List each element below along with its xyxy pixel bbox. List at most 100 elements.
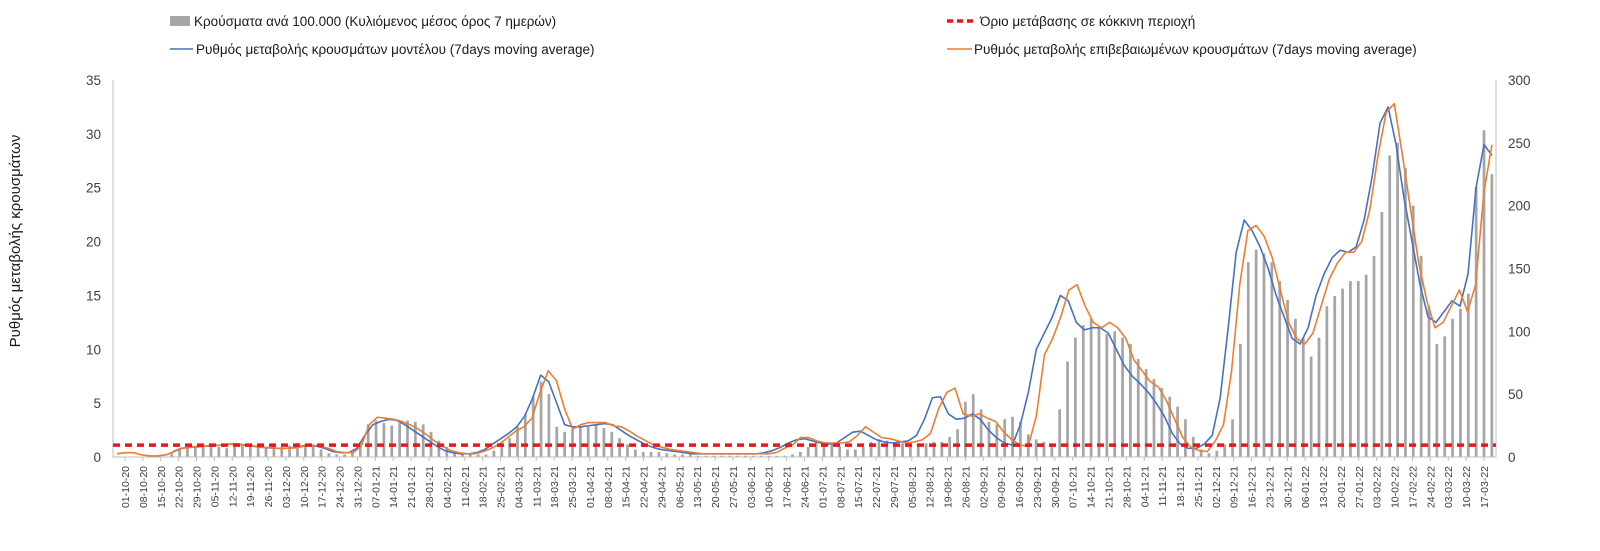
x-tick-label: 29-10-20 [192, 466, 204, 508]
x-tick-label: 31-12-20 [352, 466, 364, 508]
x-tick-label: 26-08-21 [960, 466, 972, 508]
bar [704, 455, 708, 457]
bar [453, 450, 456, 457]
x-tick-label: 18-11-21 [1175, 466, 1187, 507]
bar [1388, 155, 1392, 457]
x-tick-label: 29-04-21 [656, 466, 668, 508]
y-right-tick-label: 100 [1508, 324, 1531, 339]
y-left-tick-label: 10 [86, 342, 101, 357]
y-right-tick-label: 0 [1508, 450, 1516, 465]
bar [1404, 167, 1407, 457]
bar [492, 450, 496, 457]
bar [767, 455, 771, 457]
x-tick-label: 07-10-21 [1068, 466, 1080, 508]
bar [193, 446, 197, 457]
bar [1019, 421, 1022, 457]
bar [351, 451, 354, 457]
x-tick-label: 25-02-21 [496, 466, 508, 508]
bar [1364, 274, 1368, 457]
bar [303, 444, 307, 457]
bar [626, 444, 629, 457]
legend-label-confirmed-line: Ρυθμός μεταβολής επιβεβαιωμένων κρουσμάτ… [974, 42, 1417, 57]
bar [916, 443, 920, 457]
x-tick-label: 19-11-20 [245, 466, 257, 507]
legend-item-bars: Κρούσματα ανά 100.000 (Κυλιόμενος μέσος … [170, 14, 556, 29]
x-tick-label: 12-08-21 [925, 466, 937, 508]
bar [712, 455, 716, 457]
y-right-tick-label: 200 [1508, 199, 1531, 214]
bar [1207, 453, 1211, 457]
bar [1136, 358, 1140, 457]
bar [814, 441, 818, 457]
bar [358, 441, 362, 457]
bar [1341, 288, 1344, 457]
bar [838, 446, 842, 457]
bar [217, 446, 221, 457]
bar [571, 429, 574, 457]
x-tick-label: 24-06-21 [800, 466, 812, 508]
bar [1333, 296, 1337, 457]
bar [1411, 205, 1415, 457]
bar [1349, 281, 1352, 457]
bar [1074, 337, 1077, 457]
x-tick-label: 04-03-21 [513, 466, 525, 508]
bar [1317, 337, 1321, 457]
legend-item-model-line: Ρυθμός μεταβολής κρουσμάτων μοντέλου (7d… [170, 42, 595, 57]
bar [971, 394, 975, 457]
x-tick-label: 04-11-21 [1139, 466, 1151, 507]
bar [1459, 308, 1462, 457]
bar [398, 423, 401, 457]
bar [1089, 318, 1093, 457]
x-tick-label: 13-05-21 [692, 466, 704, 508]
bar [909, 443, 912, 457]
bar [1223, 444, 1227, 457]
bar [178, 449, 181, 457]
x-tick-label: 10-12-20 [299, 466, 311, 508]
x-tick-label: 02-09-21 [978, 466, 990, 508]
bar [1482, 130, 1486, 457]
bar [1278, 281, 1282, 457]
bar [673, 454, 677, 457]
x-tick-label: 10-02-22 [1390, 466, 1402, 508]
x-tick-label: 28-10-21 [1121, 466, 1133, 508]
bar [1176, 406, 1179, 457]
x-tick-label: 15-04-21 [621, 466, 633, 508]
bar [1050, 444, 1054, 457]
x-tick-label: 21-01-21 [406, 466, 418, 508]
bar [1396, 142, 1399, 457]
x-tick-label: 30-09-21 [1050, 466, 1062, 508]
x-tick-label: 11-03-21 [531, 466, 543, 507]
x-tick-label: 15-10-20 [156, 466, 168, 508]
bar [390, 425, 394, 457]
bar [861, 446, 865, 457]
bar [665, 453, 669, 457]
bar [1034, 439, 1038, 457]
bar [1160, 387, 1164, 457]
x-tick-label: 11-11-21 [1157, 466, 1169, 507]
x-tick-label: 05-08-21 [907, 466, 919, 508]
bar [516, 426, 519, 457]
x-tick-label: 18-03-21 [549, 466, 561, 508]
bar [681, 454, 684, 457]
bar [1184, 419, 1187, 457]
y-left-tick-label: 15 [86, 288, 101, 303]
bar [806, 446, 810, 457]
legend-swatch-bars [170, 16, 190, 26]
x-tick-label: 14-10-21 [1086, 466, 1098, 508]
x-tick-label: 11-02-21 [460, 466, 472, 507]
bar [956, 429, 959, 457]
bar [547, 394, 551, 457]
bar [1066, 361, 1069, 457]
x-tick-label: 20-01-22 [1336, 466, 1348, 508]
bar [500, 444, 504, 457]
bar [1262, 253, 1266, 457]
x-tick-label: 27-05-21 [728, 466, 740, 508]
bar [720, 455, 724, 457]
x-tick-label: 17-03-22 [1479, 466, 1491, 508]
bar [296, 443, 299, 457]
x-axis-ticks: 01-10-20 08-10-20 15-10-20 22-10-20 29-10-20… [120, 457, 1491, 508]
bar [964, 401, 967, 457]
bar [759, 455, 763, 457]
bar [186, 448, 189, 457]
bar [241, 445, 244, 457]
